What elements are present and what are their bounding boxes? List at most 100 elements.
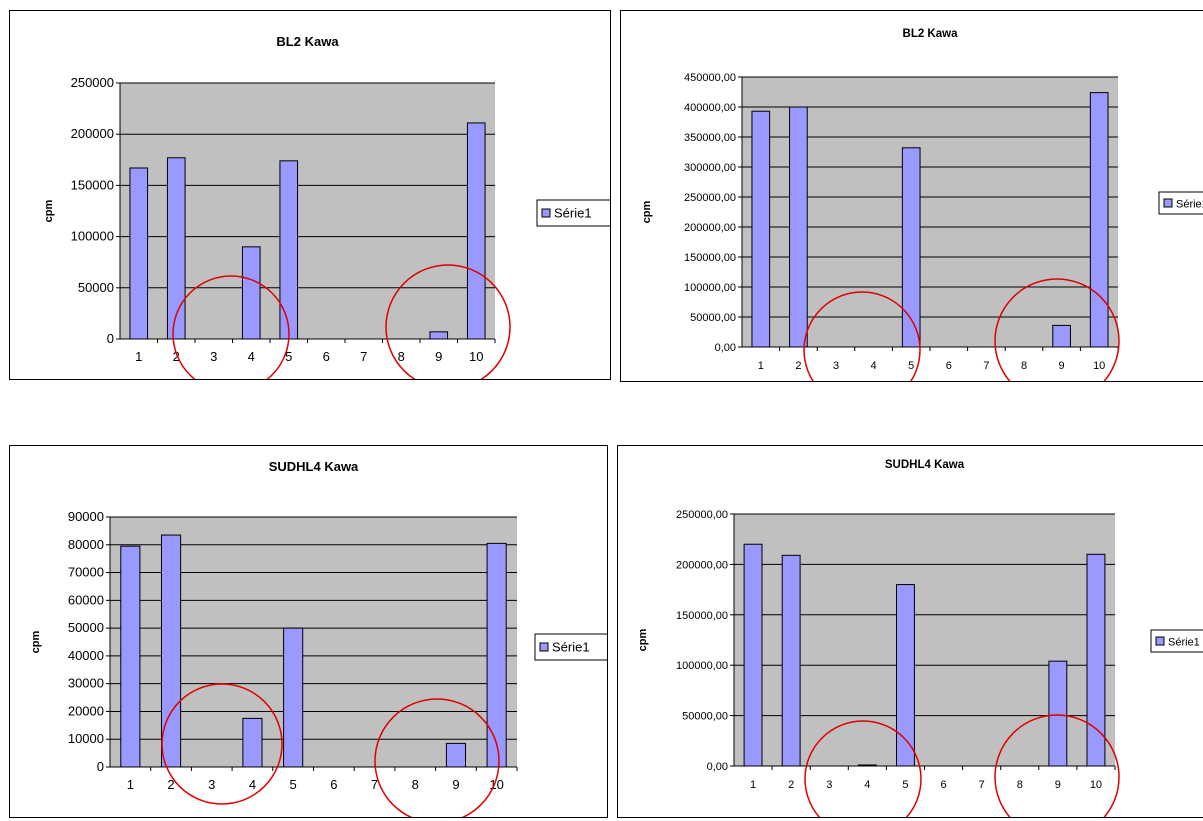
y-tick-label: 200000,00	[676, 559, 728, 571]
y-tick-label: 100000,00	[676, 660, 728, 672]
chart-sudhl4-right: SUDHL4 Kawa 0,00 50000,00 100000,00 150000,0…	[637, 459, 1203, 817]
chart-bl2-left: BL2 Kawa 0 50000 100000 150000 200000 250000 cp…	[43, 34, 610, 379]
x-tick-label: 7	[371, 777, 378, 792]
bar-10	[1089, 92, 1109, 348]
x-tick-label: 5	[285, 349, 292, 364]
legend-swatch	[1163, 198, 1173, 208]
bar-2	[789, 106, 808, 348]
x-tick-label: 10	[1090, 779, 1102, 791]
x-tick-label: 5	[290, 777, 297, 792]
y-tick-label: 250000,00	[676, 509, 728, 521]
chart-bl2-right: BL2 Kawa 0,00 50000,00 100000,00 150000,00 20…	[641, 28, 1203, 381]
bar-9	[445, 742, 467, 768]
chart-title: SUDHL4 Kawa	[269, 459, 359, 474]
annotation-circle-1	[803, 291, 921, 381]
bar-4	[241, 246, 261, 340]
x-tick-label: 8	[1017, 779, 1023, 791]
chart-title: SUDHL4 Kawa	[885, 459, 965, 471]
x-tick-label: 7	[983, 360, 989, 372]
chart-panel-sudhl4-right: SUDHL4 Kawa 0,00 50000,00 100000,00 150000,0…	[617, 445, 1203, 818]
y-tick-label: 40000	[68, 648, 104, 663]
x-tick-label: 2	[795, 360, 801, 372]
annotation-circle-2	[994, 278, 1120, 381]
y-tick-label: 50000	[78, 280, 114, 295]
y-tick-label: 90000	[68, 509, 104, 524]
bar-10	[466, 122, 486, 340]
y-tick-label: 50000,00	[682, 711, 728, 723]
x-tick-label: 8	[412, 777, 419, 792]
legend-label: Série1	[554, 206, 592, 221]
y-tick-label: 20000	[68, 703, 104, 718]
chart-title: BL2 Kawa	[903, 28, 959, 40]
y-axis-label: cpm	[641, 200, 653, 223]
legend-box	[1158, 191, 1203, 215]
x-tick-label: 10	[469, 349, 483, 364]
x-tick-label: 2	[173, 349, 180, 364]
x-tick-label: 1	[750, 779, 756, 791]
y-tick-label: 450000,00	[684, 72, 736, 84]
annotation-circle-2	[994, 714, 1120, 817]
y-axis-label: cpm	[43, 199, 55, 222]
y-tick-label: 0	[97, 759, 104, 774]
y-tick-label: 250000,00	[684, 192, 736, 204]
x-tick-label: 4	[248, 349, 255, 364]
x-tick-label: 3	[210, 349, 217, 364]
x-tick-label: 3	[833, 360, 839, 372]
y-tick-label: 100000,00	[684, 282, 736, 294]
y-tick-label: 150000,00	[676, 610, 728, 622]
x-tick-label: 7	[360, 349, 367, 364]
legend-label: Série1	[1176, 199, 1203, 211]
annotation-circle-2	[374, 698, 500, 817]
bar-4	[242, 717, 263, 768]
x-tick-label: 9	[435, 349, 442, 364]
legend-swatch	[541, 208, 551, 218]
y-tick-label: 0,00	[715, 342, 736, 354]
y-tick-label: 350000,00	[684, 132, 736, 144]
y-tick-label: 70000	[68, 565, 104, 580]
legend-swatch	[1155, 636, 1165, 646]
chart-panel-bl2-left: BL2 Kawa 0 50000 100000 150000 200000 250000 cp…	[9, 10, 611, 380]
chart-panel-sudhl4-left: SUDHL4 Kawa 0 10000 20000 30000 40000 50000 600…	[9, 445, 608, 818]
x-tick-label: 3	[208, 777, 215, 792]
bar-4	[857, 764, 877, 767]
annotation-circle-2	[385, 264, 511, 379]
y-tick-label: 50000,00	[690, 312, 736, 324]
y-tick-label: 0,00	[707, 761, 728, 773]
bar-5	[895, 584, 915, 767]
bar-2	[781, 554, 801, 767]
y-tick-label: 400000,00	[684, 102, 736, 114]
bar-1	[120, 545, 141, 768]
x-tick-label: 5	[902, 779, 908, 791]
y-tick-label: 10000	[68, 731, 104, 746]
annotation-circle-1	[804, 720, 922, 817]
x-tick-label: 6	[940, 779, 946, 791]
bar-10	[486, 542, 507, 768]
x-tick-label: 8	[398, 349, 405, 364]
bar-1	[751, 110, 771, 348]
bar-9	[1048, 660, 1068, 767]
y-axis-label: cpm	[637, 628, 649, 651]
x-tick-label: 1	[127, 777, 134, 792]
y-tick-label: 200000,00	[684, 222, 736, 234]
y-tick-label: 30000	[68, 676, 104, 691]
x-tick-label: 9	[1059, 360, 1065, 372]
bar-2	[166, 157, 186, 340]
y-tick-label: 80000	[68, 537, 104, 552]
bar-9	[1052, 324, 1071, 348]
bar-5	[279, 160, 299, 340]
annotation-circle-1	[161, 683, 283, 805]
bar-2	[160, 534, 182, 768]
x-tick-label: 10	[1093, 360, 1105, 372]
x-tick-label: 6	[946, 360, 952, 372]
bar-10	[1086, 553, 1106, 767]
legend-label: Série1	[552, 640, 590, 655]
legend-swatch	[539, 642, 549, 652]
y-tick-label: 150000,00	[684, 252, 736, 264]
y-tick-label: 250000	[71, 75, 114, 90]
y-tick-label: 300000,00	[684, 162, 736, 174]
legend-label: Série1	[1168, 637, 1200, 649]
bar-1	[129, 167, 149, 340]
x-tick-label: 3	[826, 779, 832, 791]
chart-panel-bl2-right: BL2 Kawa 0,00 50000,00 100000,00 150000,00 20…	[620, 10, 1203, 382]
x-tick-label: 8	[1021, 360, 1027, 372]
